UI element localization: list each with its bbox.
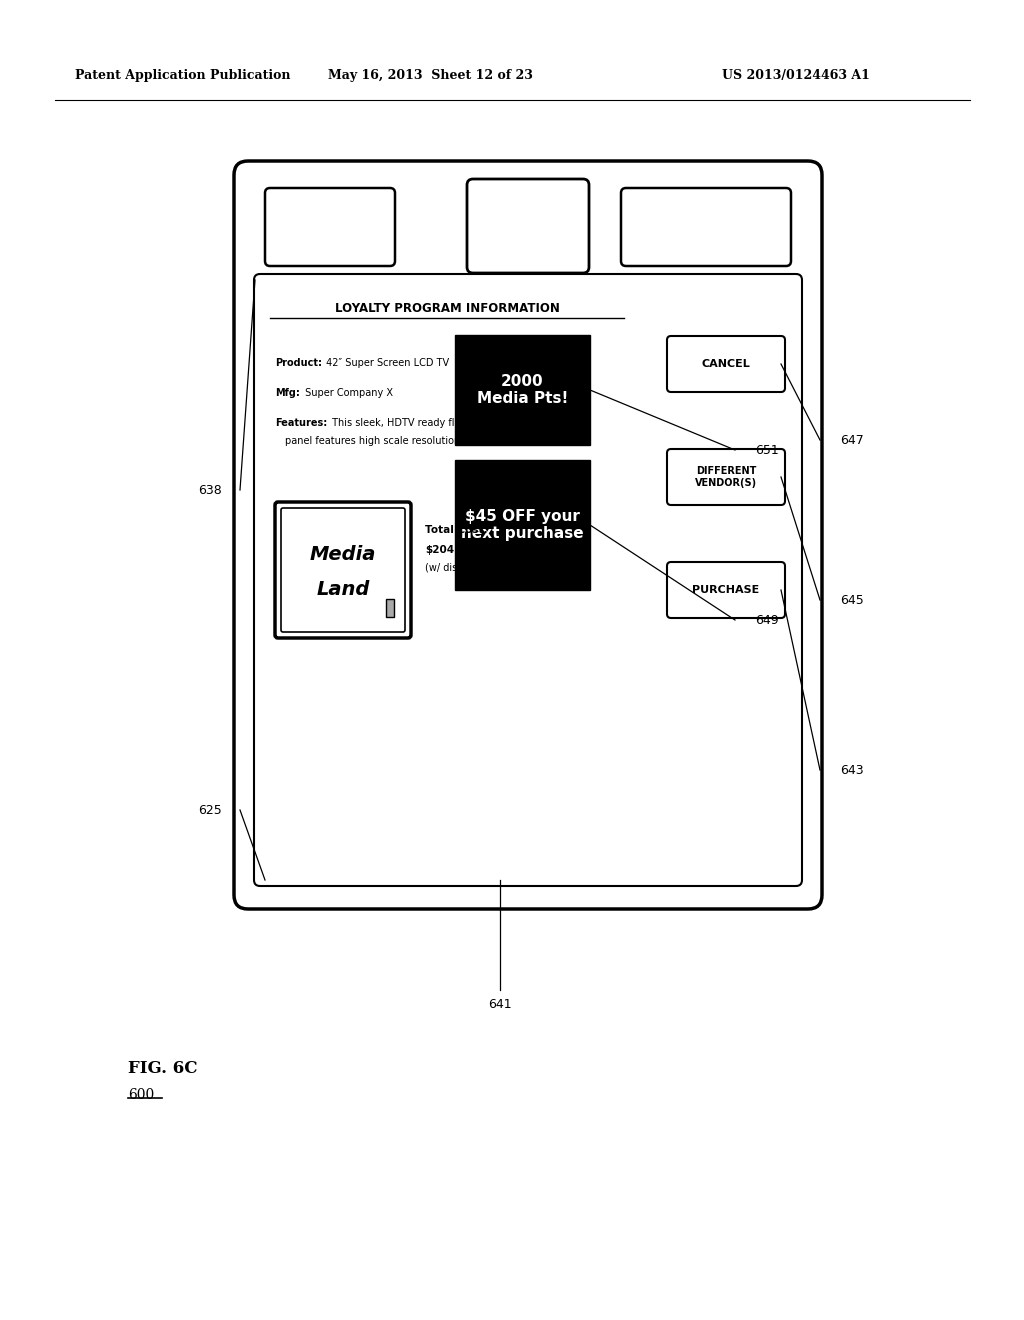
Text: FIG. 6C: FIG. 6C: [128, 1060, 198, 1077]
Text: 645: 645: [840, 594, 864, 606]
Text: Total Cost:: Total Cost:: [425, 525, 487, 535]
Bar: [455, 459, 590, 590]
Text: 625: 625: [199, 804, 222, 817]
Text: panel features high scale resolution.: panel features high scale resolution.: [285, 436, 463, 446]
Text: CANCEL: CANCEL: [701, 359, 751, 370]
Text: 2000
Media Pts!: 2000 Media Pts!: [477, 374, 568, 407]
Text: (w/ discount): (w/ discount): [425, 564, 488, 573]
FancyBboxPatch shape: [467, 180, 589, 273]
FancyBboxPatch shape: [275, 502, 411, 638]
Text: Media: Media: [310, 545, 376, 564]
Text: 600: 600: [128, 1088, 155, 1102]
FancyBboxPatch shape: [621, 187, 791, 267]
Text: Patent Application Publication: Patent Application Publication: [75, 69, 291, 82]
Text: Product:: Product:: [275, 358, 322, 368]
Text: DIFFERENT
VENDOR(S): DIFFERENT VENDOR(S): [695, 466, 757, 488]
Bar: [386, 598, 394, 616]
Text: Land: Land: [316, 579, 370, 599]
Text: 647: 647: [840, 433, 864, 446]
Text: May 16, 2013  Sheet 12 of 23: May 16, 2013 Sheet 12 of 23: [328, 69, 532, 82]
Text: 638: 638: [199, 483, 222, 496]
Text: 641: 641: [488, 998, 512, 1011]
FancyBboxPatch shape: [234, 161, 822, 909]
Text: 651: 651: [755, 444, 778, 457]
Text: Super Company X: Super Company X: [302, 388, 393, 399]
Text: 649: 649: [755, 614, 778, 627]
FancyBboxPatch shape: [281, 508, 406, 632]
Text: $204.53: $204.53: [425, 545, 473, 554]
Text: This sleek, HDTV ready flat: This sleek, HDTV ready flat: [329, 418, 464, 428]
FancyBboxPatch shape: [667, 337, 785, 392]
Text: 643: 643: [840, 763, 863, 776]
Text: PURCHASE: PURCHASE: [692, 585, 760, 595]
Text: Features:: Features:: [275, 418, 328, 428]
Bar: [455, 335, 590, 445]
FancyBboxPatch shape: [667, 562, 785, 618]
Text: $45 OFF your
next purchase: $45 OFF your next purchase: [461, 508, 584, 541]
FancyBboxPatch shape: [254, 275, 802, 886]
FancyBboxPatch shape: [667, 449, 785, 506]
Text: 42″ Super Screen LCD TV: 42″ Super Screen LCD TV: [323, 358, 450, 368]
FancyBboxPatch shape: [265, 187, 395, 267]
Text: US 2013/0124463 A1: US 2013/0124463 A1: [722, 69, 870, 82]
Text: Mfg:: Mfg:: [275, 388, 300, 399]
Text: LOYALTY PROGRAM INFORMATION: LOYALTY PROGRAM INFORMATION: [335, 301, 560, 314]
